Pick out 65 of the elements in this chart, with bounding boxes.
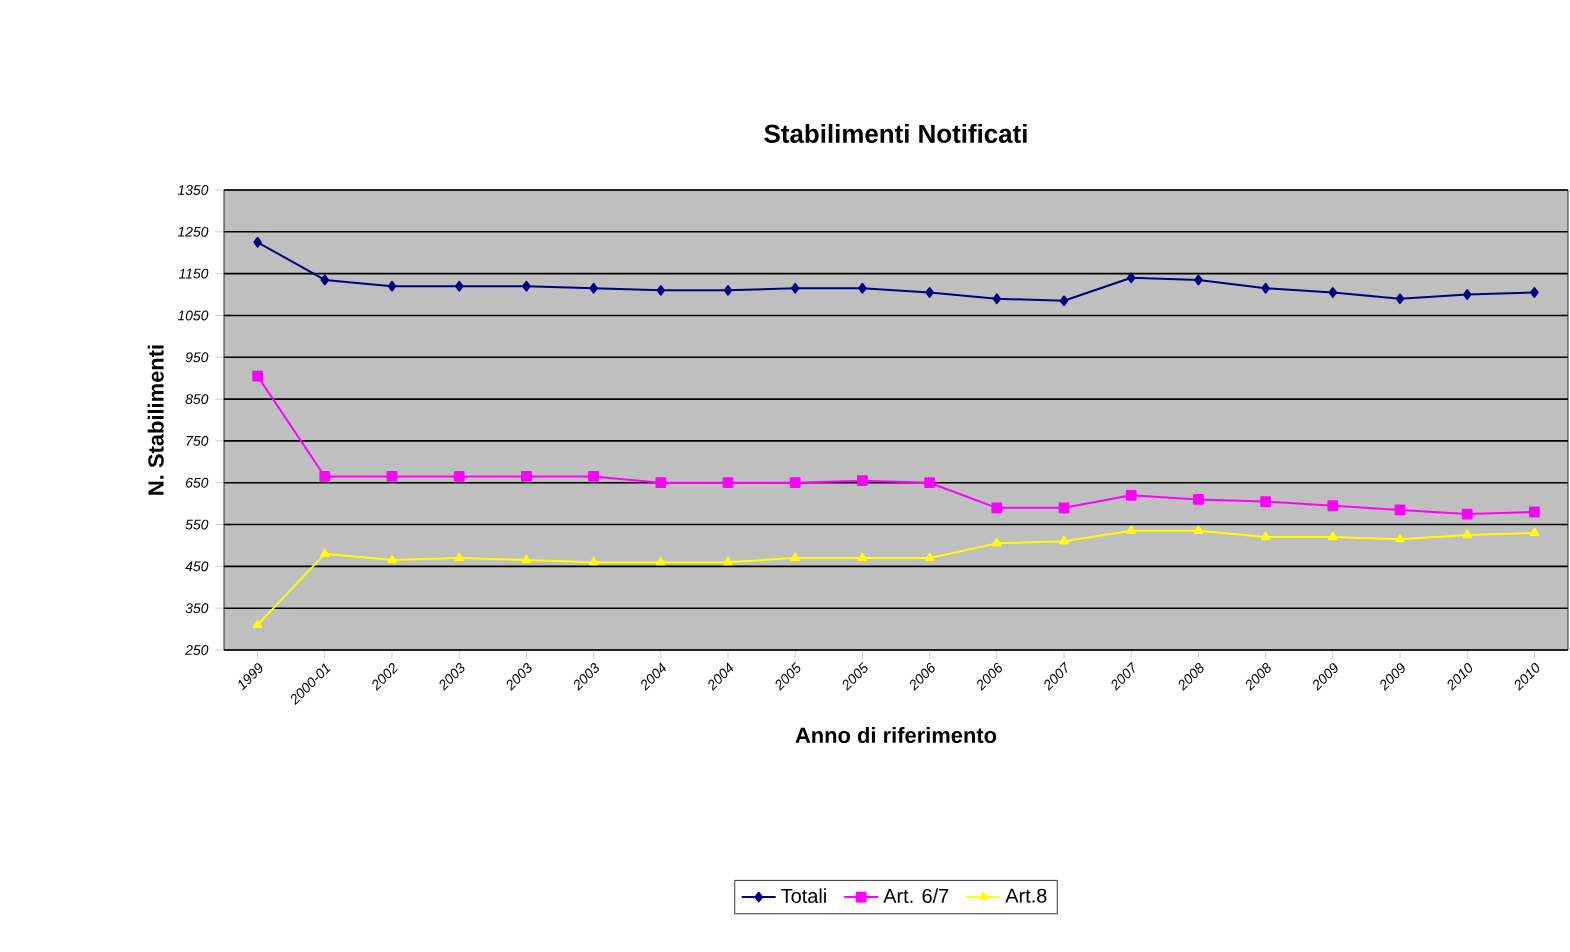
point <box>454 552 464 562</box>
point <box>1126 525 1137 535</box>
legend-label: Totali <box>781 888 826 903</box>
point <box>1058 502 1070 514</box>
legend-label: Art.8 <box>1005 888 1047 903</box>
point <box>1395 293 1405 305</box>
point <box>992 537 1002 547</box>
point <box>320 274 330 286</box>
point <box>924 477 935 489</box>
point <box>925 287 934 298</box>
point <box>588 471 599 482</box>
point <box>1529 506 1540 518</box>
point <box>589 282 598 294</box>
point <box>588 556 599 566</box>
point <box>1260 531 1271 541</box>
point <box>1462 529 1473 539</box>
point <box>1395 533 1405 543</box>
x-axis-title: Anno di riferimento <box>795 726 997 744</box>
point <box>723 556 733 566</box>
point <box>1327 500 1339 512</box>
point <box>1260 496 1271 507</box>
point <box>1261 282 1270 294</box>
point <box>656 284 666 296</box>
point <box>790 552 800 562</box>
legend-label: Art. 6/7 <box>883 888 949 903</box>
point <box>1059 535 1069 545</box>
point <box>253 236 262 248</box>
point <box>656 556 666 566</box>
chart-title: Stabilimenti Notificati <box>764 123 1027 143</box>
point <box>521 554 532 564</box>
point <box>1193 525 1204 535</box>
point <box>790 282 800 294</box>
point <box>789 477 801 489</box>
point <box>992 293 1002 305</box>
point <box>252 619 263 629</box>
point <box>252 370 263 382</box>
point <box>453 471 465 482</box>
point <box>387 554 397 564</box>
point <box>1059 295 1069 307</box>
point <box>1529 527 1540 537</box>
point <box>1194 274 1203 286</box>
point <box>1328 531 1338 541</box>
point <box>857 552 868 562</box>
point <box>319 471 331 482</box>
point <box>454 280 464 292</box>
point <box>1462 289 1472 300</box>
point <box>723 284 733 296</box>
point <box>1328 287 1338 298</box>
point <box>320 548 330 558</box>
point <box>1193 494 1204 505</box>
point <box>722 477 734 489</box>
point <box>924 552 935 562</box>
y-axis-title: N. Stabilimenti <box>147 345 164 495</box>
point <box>1125 489 1137 501</box>
point <box>1461 508 1473 520</box>
point <box>857 475 868 487</box>
point <box>1126 272 1136 284</box>
point <box>387 280 397 292</box>
point <box>858 282 867 294</box>
point <box>991 502 1003 514</box>
point <box>386 471 398 482</box>
point <box>655 477 667 489</box>
point <box>1530 287 1539 298</box>
point <box>521 471 532 482</box>
point <box>522 280 531 292</box>
